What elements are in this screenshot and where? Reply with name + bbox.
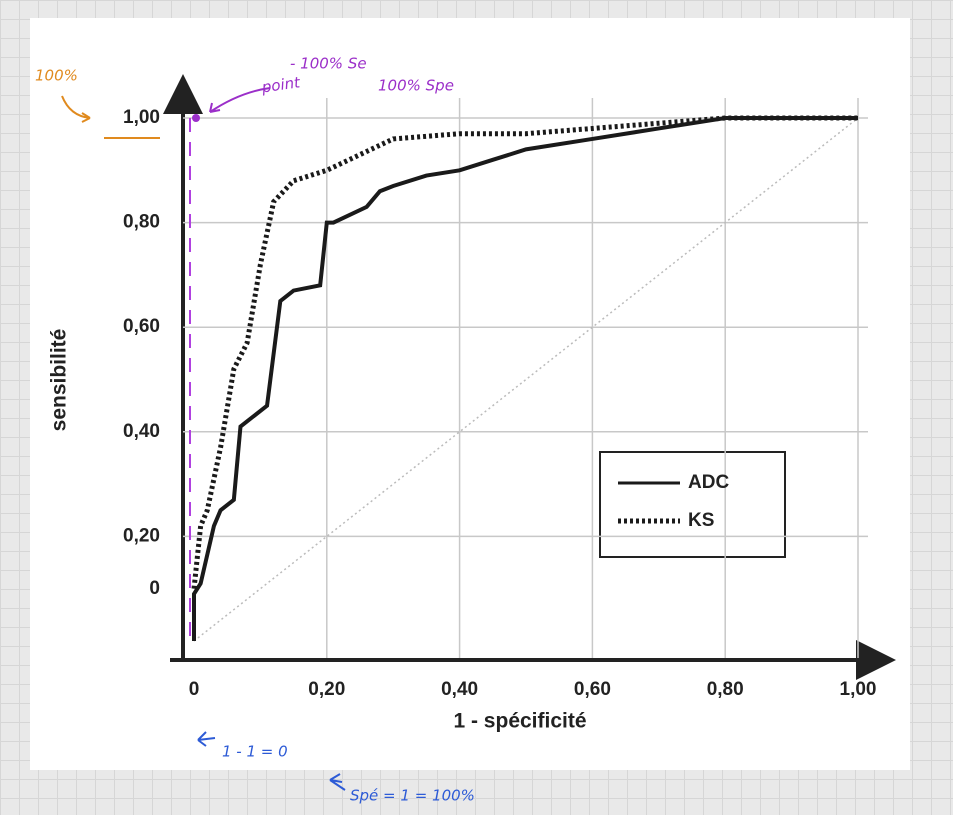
x-tick-label: 1,00	[840, 679, 877, 700]
series-line	[191, 115, 858, 589]
legend-label: KS	[688, 510, 714, 531]
hand-arrow	[61, 95, 160, 139]
x-tick-label: 0	[189, 679, 200, 700]
annotation: point	[260, 73, 302, 96]
annotation: Spé = 1 = 100%	[350, 787, 475, 805]
legend-label: ADC	[688, 472, 729, 493]
y-tick-label: 0,80	[123, 212, 160, 233]
y-tick-label: 0,40	[123, 421, 160, 442]
y-axis-label: sensibilité	[48, 329, 71, 432]
x-tick-label: 0,60	[574, 679, 611, 700]
series-line	[192, 116, 858, 641]
annotation: 100%	[35, 67, 78, 85]
x-axis-label: 1 - spécificité	[453, 710, 586, 733]
y-tick-label: 0,20	[123, 525, 160, 546]
annotation: - 100% Se	[290, 55, 367, 73]
annotation: 100% Spe	[378, 77, 454, 95]
hand-point	[192, 114, 200, 122]
hand-arrow	[209, 87, 271, 113]
y-tick-label: 1,00	[123, 107, 160, 128]
x-tick-label: 0,40	[441, 679, 478, 700]
x-tick-label: 0,80	[707, 679, 744, 700]
x-tick-label: 0,20	[308, 679, 345, 700]
annotation: 1 - 1 = 0	[222, 743, 288, 761]
reference-diagonal	[193, 117, 859, 642]
paper	[30, 18, 910, 770]
y-tick-label: 0	[149, 578, 160, 599]
legend-box	[599, 451, 786, 558]
y-tick-label: 0,60	[123, 316, 160, 337]
hand-arrow	[197, 731, 346, 791]
